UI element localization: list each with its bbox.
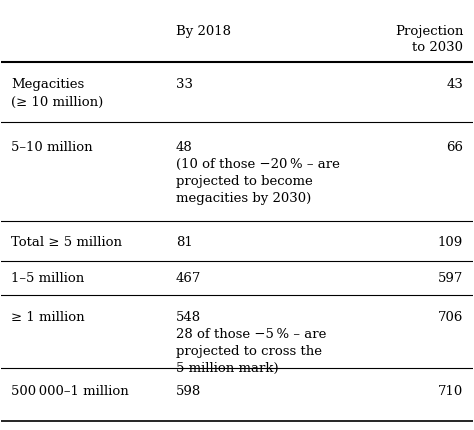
Text: 598: 598 xyxy=(176,384,201,397)
Text: 500 000–1 million: 500 000–1 million xyxy=(11,384,128,397)
Text: By 2018: By 2018 xyxy=(176,25,231,38)
Text: 48
(10 of those −20 % – are
projected to become
megacities by 2030): 48 (10 of those −20 % – are projected to… xyxy=(176,140,339,204)
Text: 81: 81 xyxy=(176,236,192,249)
Text: 66: 66 xyxy=(446,140,463,153)
Text: 548
28 of those −5 % – are
projected to cross the
5 million mark): 548 28 of those −5 % – are projected to … xyxy=(176,310,326,374)
Text: 1–5 million: 1–5 million xyxy=(11,271,84,284)
Text: 467: 467 xyxy=(176,271,201,284)
Text: 5–10 million: 5–10 million xyxy=(11,140,92,153)
Text: Projection
to 2030: Projection to 2030 xyxy=(395,25,463,54)
Text: Megacities
(≥ 10 million): Megacities (≥ 10 million) xyxy=(11,78,103,108)
Text: ≥ 1 million: ≥ 1 million xyxy=(11,310,84,323)
Text: Total ≥ 5 million: Total ≥ 5 million xyxy=(11,236,122,249)
Text: 33: 33 xyxy=(176,78,193,91)
Text: 706: 706 xyxy=(438,310,463,323)
Text: 43: 43 xyxy=(447,78,463,91)
Text: 109: 109 xyxy=(438,236,463,249)
Text: 710: 710 xyxy=(438,384,463,397)
Text: 597: 597 xyxy=(438,271,463,284)
